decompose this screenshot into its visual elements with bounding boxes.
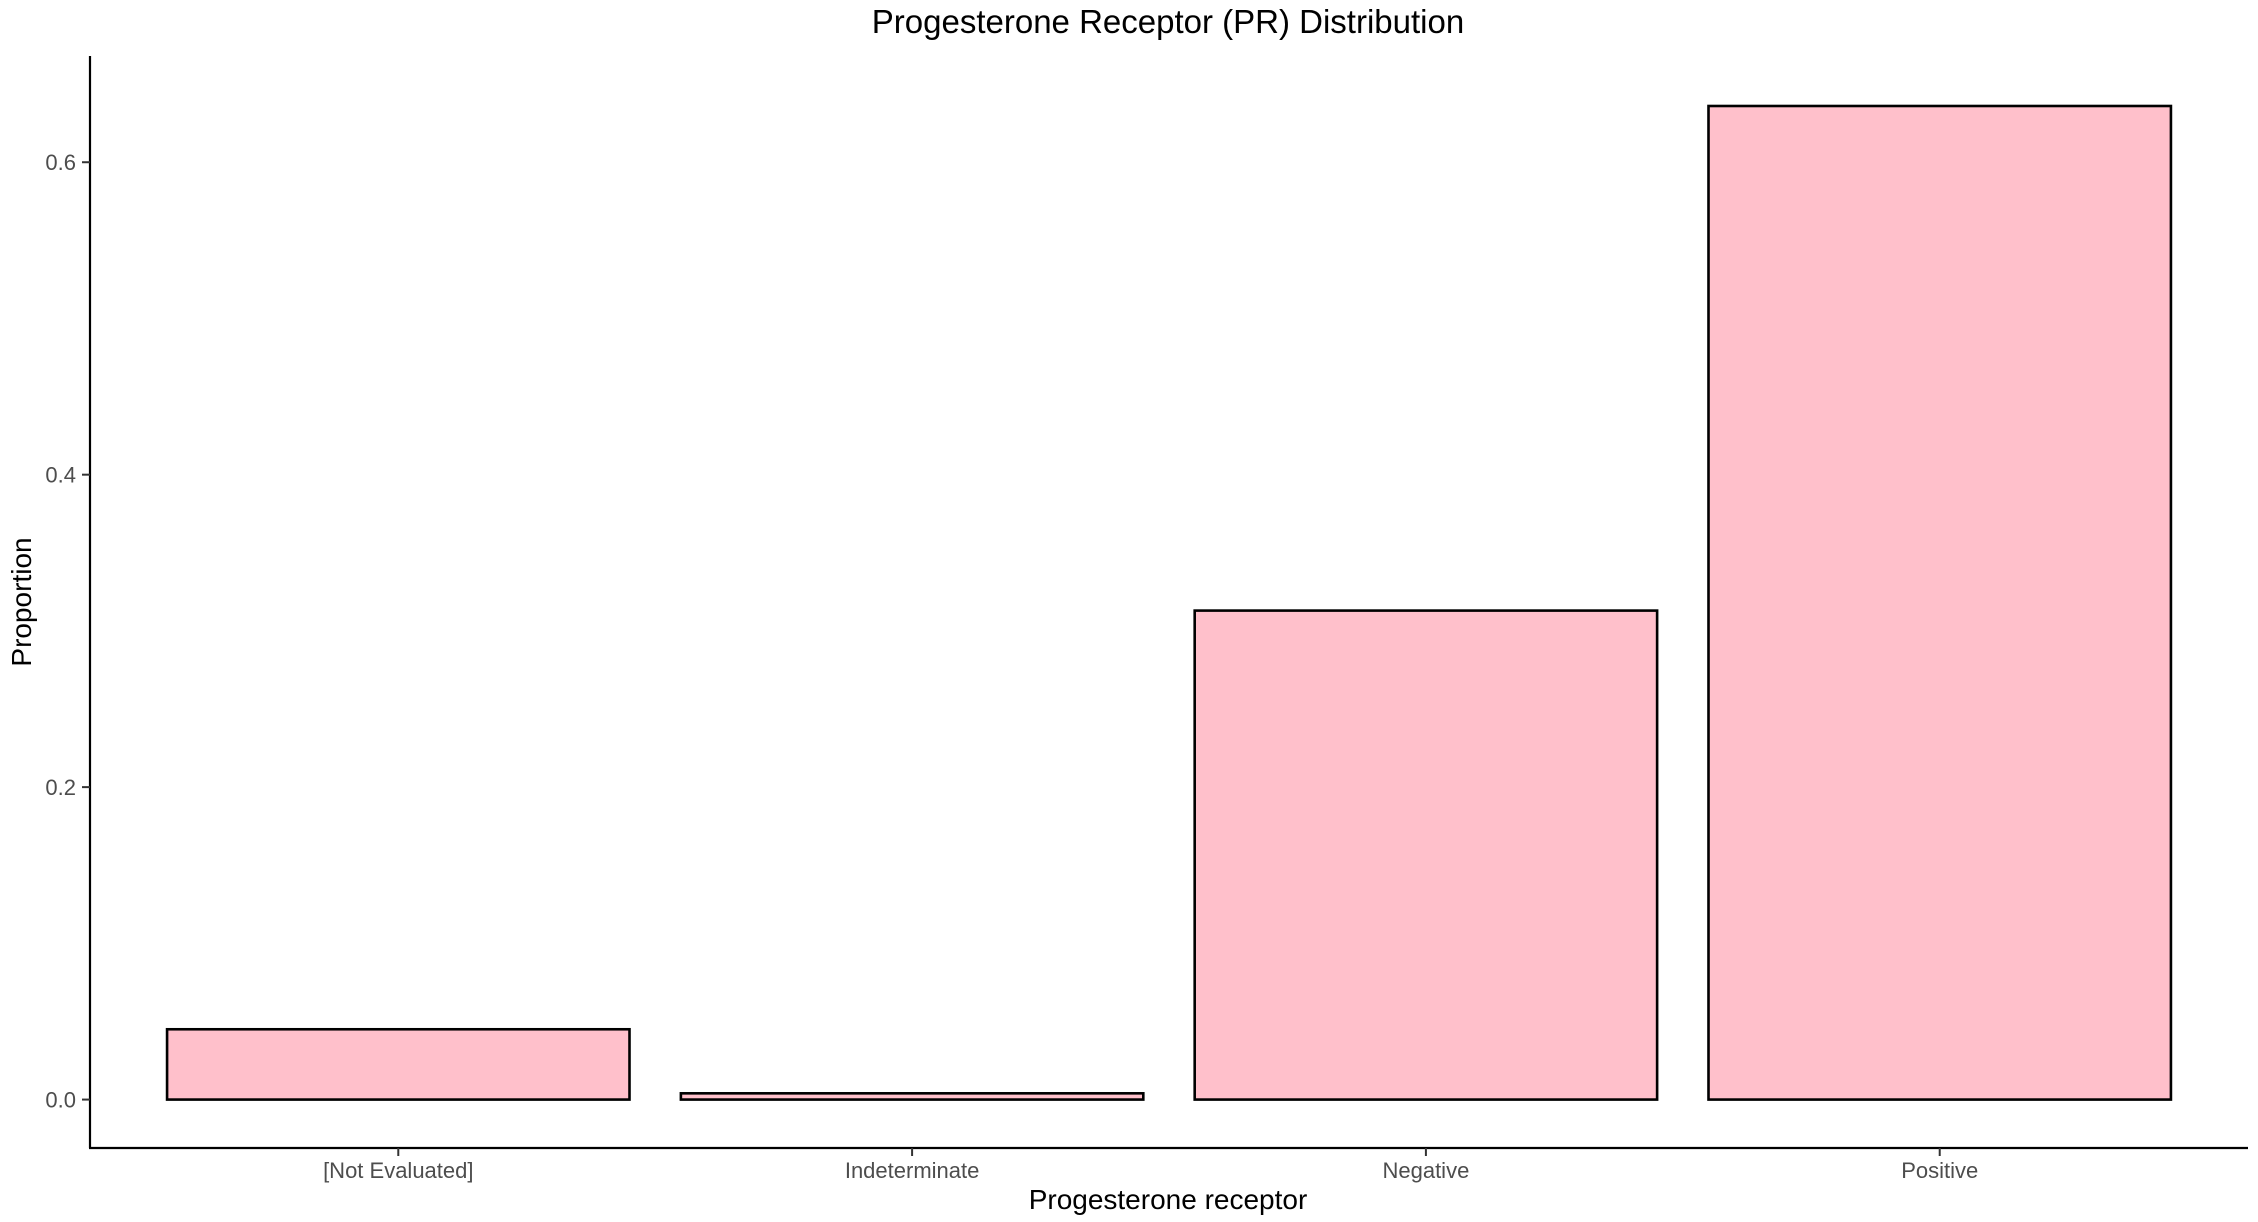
bar: [165, 1027, 631, 1101]
bars: [165, 104, 2173, 1101]
y-tick-label: 0.6: [45, 150, 76, 175]
x-tick-label: Positive: [1901, 1158, 1978, 1183]
x-tick-label: Negative: [1382, 1158, 1469, 1183]
y-tick-label: 0.2: [45, 775, 76, 800]
bar: [679, 1092, 1145, 1101]
x-axis: [Not Evaluated] Indeterminate Negative Posi…: [89, 1146, 2248, 1183]
y-tick-label: 0.0: [45, 1088, 76, 1113]
x-axis-title: Progesterone receptor: [1029, 1184, 1308, 1215]
x-tick-label: [Not Evaluated]: [323, 1158, 473, 1183]
y-axis-title: Proportion: [6, 537, 37, 666]
y-ticks: 0.0 0.2 0.4 0.6: [45, 150, 90, 1113]
x-tick-label: Indeterminate: [845, 1158, 980, 1183]
x-ticks: [Not Evaluated] Indeterminate Negative Posi…: [323, 1148, 1978, 1183]
chart-title: Progesterone Receptor (PR) Distribution: [872, 3, 1464, 40]
bar: [1193, 609, 1659, 1101]
bar: [1707, 104, 2173, 1101]
y-tick-label: 0.4: [45, 463, 76, 488]
y-axis: 0.0 0.2 0.4 0.6: [45, 56, 92, 1148]
